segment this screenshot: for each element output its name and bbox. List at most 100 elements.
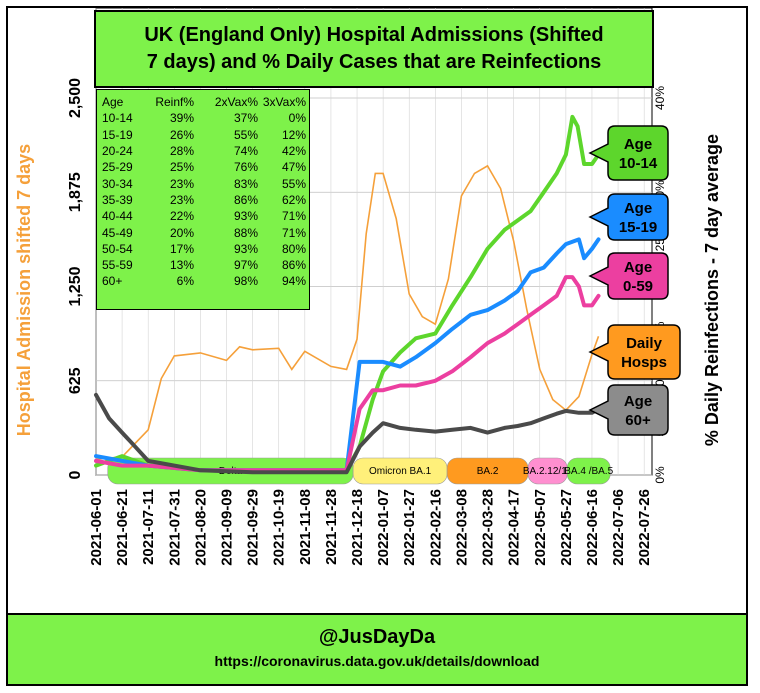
badge-shape [588,252,669,300]
table-cell-reinf: 6% [176,274,194,289]
badge-shape [588,324,681,380]
badge-label: Age [624,259,652,276]
xtick-label: 2022-06-16 [584,489,601,566]
table-cell-age: 60+ [102,274,123,289]
footer-box: @JusDayDa https://coronavirus.data.gov.u… [6,613,748,686]
table-row: 15-19 26% 55% 12% [102,127,306,143]
series-layer [94,114,601,475]
table-cell-age: 25-29 [102,160,133,175]
chart-title-line2: 7 days) and % Daily Cases that are Reinf… [146,51,602,73]
table-cell-3xvax: 71% [281,225,306,240]
xtick-label: 2021-12-18 [349,489,366,566]
badge-age-0-59: Age 0-59 [588,252,669,300]
badge-shape [588,193,669,241]
variant-band: BA.2 [446,457,529,485]
ytick-left-label: 1,875 [67,172,84,212]
table-cell-2xvax: 76% [233,160,258,175]
footer-handle: @JusDayDa [318,626,436,648]
reinfection-table: Age Reinf% 2xVax% 3xVax% 10-14 39% 37% 0% 15… [96,89,310,310]
table-cell-age: 35-39 [102,192,133,207]
badge-daily-hosps: Daily Hosps [588,324,681,380]
xtick-label: 2021-11-08 [297,489,314,565]
badge-label: Age [624,393,652,410]
xtick-label: 2022-02-16 [427,489,444,566]
ytick-left-label: 0 [67,470,84,479]
table-cell-3xvax: 71% [281,209,306,224]
chart-title-line1: UK (England Only) Hospital Admissions (S… [144,24,604,46]
chart-title-box: UK (England Only) Hospital Admissions (S… [94,10,654,88]
table-row: 35-39 23% 86% 62% [102,192,306,208]
xtick-label: 2021-06-01 [88,489,105,566]
table-header-3xvax: 3xVax% [262,95,306,110]
table-cell-2xvax: 37% [233,111,258,126]
badge-label: Age [624,136,652,153]
ylabel-left: Hospital Admission shifted 7 days [14,144,34,436]
variant-label: BA.4 /BA.5 [564,466,613,477]
xtick-label: 2021-09-29 [245,489,262,566]
table-cell-2xvax: 93% [233,209,258,224]
ytick-left-label: 1,250 [67,266,84,306]
table-cell-reinf: 23% [169,192,194,207]
xtick-label: 2021-07-11 [140,489,157,565]
badge-label: 0-59 [623,278,653,295]
series-hospital-admissions [95,164,600,460]
xtick-label: 2022-05-27 [558,489,575,566]
badge-layer: Age 10-14 Age 15-19 Age 0-59 Daily Hosps Age 60+ [588,125,681,436]
ylabel-right: % Daily Reinfections - 7 day average [702,134,722,446]
table-cell-2xvax: 97% [233,258,258,273]
table-row: 25-29 25% 76% 47% [102,159,306,175]
table-cell-reinf: 17% [169,241,194,256]
table-row: 50-54 17% 93% 80% [102,241,306,257]
table-cell-2xvax: 86% [233,192,258,207]
table-body: 10-14 39% 37% 0% 15-19 26% 55% 12% 20-24 28% 74% 42… [102,110,306,289]
table-cell-2xvax: 93% [233,241,258,256]
badge-label: 15-19 [619,219,657,236]
variant-bar [566,457,611,485]
table-cell-3xvax: 80% [281,241,306,256]
table-row: 55-59 13% 97% 86% [102,257,306,273]
table-cell-age: 50-54 [102,241,133,256]
table-cell-reinf: 22% [169,209,194,224]
table-cell-reinf: 13% [169,258,194,273]
table-cell-age: 20-24 [102,144,133,159]
xtick-label: 2021-11-28 [323,489,340,565]
ytick-left-label: 2,500 [67,78,84,118]
table-row: 45-49 20% 88% 71% [102,224,306,240]
badge-label: 60+ [625,412,651,429]
variant-band: BA.4 /BA.5 [564,457,614,485]
table-cell-2xvax: 98% [233,274,258,289]
xtick-label: 2022-04-17 [506,489,523,566]
badge-label: Age [624,200,652,217]
table-cell-3xvax: 42% [281,144,306,159]
xtick-label: 2021-10-19 [271,489,288,566]
xtick-label: 2022-01-07 [375,489,392,566]
footer-url: https://coronavirus.data.gov.uk/details/… [214,653,540,669]
badge-age-15-19: Age 15-19 [588,193,669,241]
table-cell-reinf: 23% [169,176,194,191]
reinfection-table-grid: Age Reinf% 2xVax% 3xVax% 10-14 39% 37% 0% 15… [102,94,306,290]
table-row: 30-34 23% 83% 55% [102,175,306,191]
table-cell-age: 15-19 [102,127,133,142]
table-cell-reinf: 20% [169,225,194,240]
variant-label: BA.2.12/18 [523,466,573,477]
table-cell-age: 40-44 [102,209,133,224]
badge-label: 10-14 [619,155,658,172]
table-cell-3xvax: 55% [281,176,306,191]
table-row: 20-24 28% 74% 42% [102,143,306,159]
badge-label: Hosps [621,354,667,371]
table-cell-3xvax: 62% [281,192,306,207]
table-cell-3xvax: 0% [288,111,306,126]
xtick-label: 2022-07-26 [636,489,653,566]
table-cell-3xvax: 12% [281,127,306,142]
table-header-reinf: Reinf% [155,95,194,110]
xtick-label: 2022-05-07 [532,489,549,566]
table-header-age: Age [102,95,124,110]
table-cell-reinf: 25% [169,160,194,175]
variant-label: Omicron BA.1 [369,466,432,477]
xtick-label: 2021-09-09 [219,489,236,566]
badge-age-60-plus: Age 60+ [588,384,669,436]
table-row: 60+ 6% 98% 94% [102,273,306,289]
table-cell-age: 55-59 [102,258,133,273]
table-cell-age: 10-14 [102,111,133,126]
